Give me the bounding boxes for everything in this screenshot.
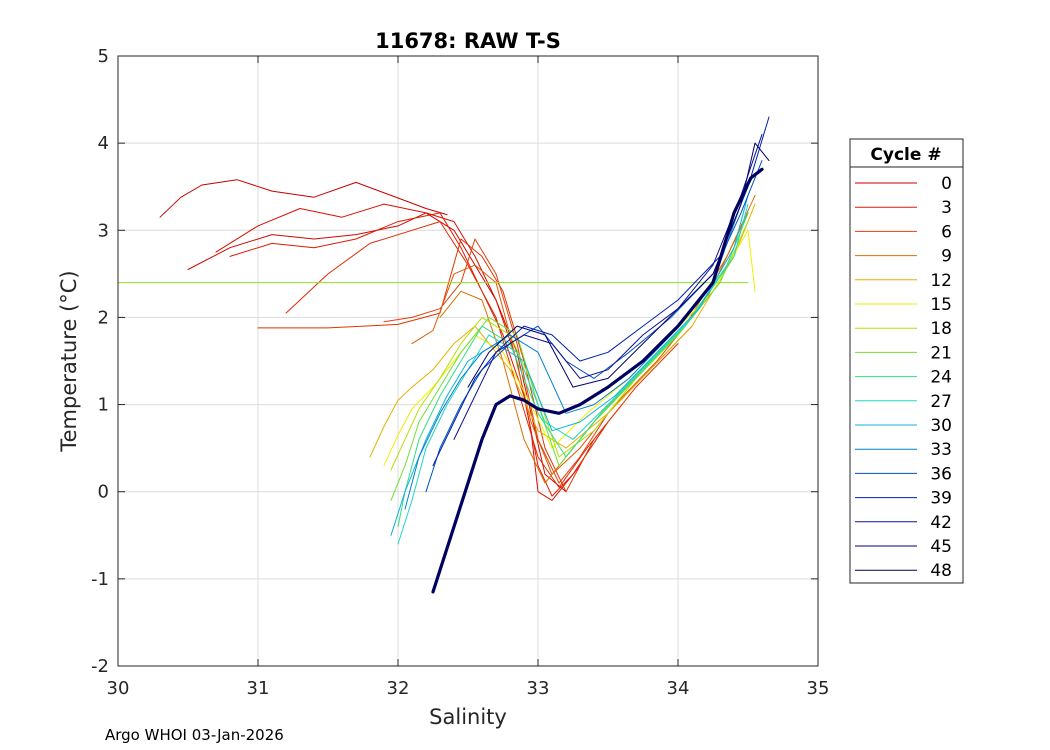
- series-line-cycle-42: [453, 133, 763, 440]
- legend-label: 39: [930, 489, 952, 509]
- legend-label: 21: [930, 343, 952, 363]
- series-line-cycle-7: [411, 212, 749, 475]
- legend-label: 36: [930, 464, 952, 484]
- legend-label: 24: [930, 368, 952, 388]
- series-line-cycle-5: [257, 238, 679, 493]
- x-tick-label: 35: [807, 678, 830, 699]
- y-tick-label: -2: [91, 656, 109, 677]
- legend-label: 0: [941, 174, 952, 194]
- x-tick-label: 30: [107, 678, 130, 699]
- series-line-cycle-24: [397, 212, 749, 528]
- legend-box: [849, 138, 964, 584]
- legend-label: 27: [930, 392, 952, 412]
- series-line-cycle-30: [390, 194, 749, 536]
- legend-label: 15: [930, 295, 952, 315]
- legend-label: 33: [930, 440, 952, 460]
- y-tick-label: 4: [98, 133, 109, 154]
- legend-label: 9: [941, 247, 952, 267]
- legend-label: 48: [930, 561, 952, 581]
- legend-label: 42: [930, 513, 952, 533]
- legend-label: 18: [930, 319, 952, 339]
- series-layer: [117, 116, 770, 594]
- y-axis-label: Temperature (°C): [57, 270, 81, 452]
- plot-frame: [117, 55, 819, 667]
- y-tick-label: 0: [98, 482, 109, 503]
- series-line-cycle-48: [431, 167, 764, 594]
- legend-title: Cycle #: [870, 145, 941, 165]
- x-axis-label: Salinity: [429, 705, 507, 729]
- legend-label: 6: [941, 222, 952, 242]
- x-tick-label: 33: [527, 678, 550, 699]
- legend-label: 45: [930, 537, 952, 557]
- series-line-cycle-3: [229, 212, 609, 497]
- series-line-cycle-27: [397, 203, 749, 545]
- x-tick-label: 34: [667, 678, 690, 699]
- y-tick-label: -1: [91, 569, 109, 590]
- legend-label: 30: [930, 416, 952, 436]
- legend-label: 3: [941, 198, 952, 218]
- x-tick-label: 31: [247, 678, 270, 699]
- y-tick-label: 5: [98, 46, 109, 67]
- legend-label: 12: [930, 271, 952, 291]
- x-tick-label: 32: [387, 678, 410, 699]
- series-line-cycle-2: [215, 203, 581, 501]
- series-line-cycle-9: [439, 194, 756, 484]
- y-tick-label: 1: [98, 395, 109, 416]
- y-tick-label: 2: [98, 307, 109, 328]
- series-line-cycle-0: [159, 179, 448, 218]
- series-line-cycle-4: [285, 221, 623, 488]
- y-tick-label: 3: [98, 220, 109, 241]
- footer-credit: Argo WHOI 03-Jan-2026: [105, 726, 284, 744]
- series-line-cycle-12: [369, 203, 756, 458]
- chart-title: 11678: RAW T-S: [375, 29, 561, 53]
